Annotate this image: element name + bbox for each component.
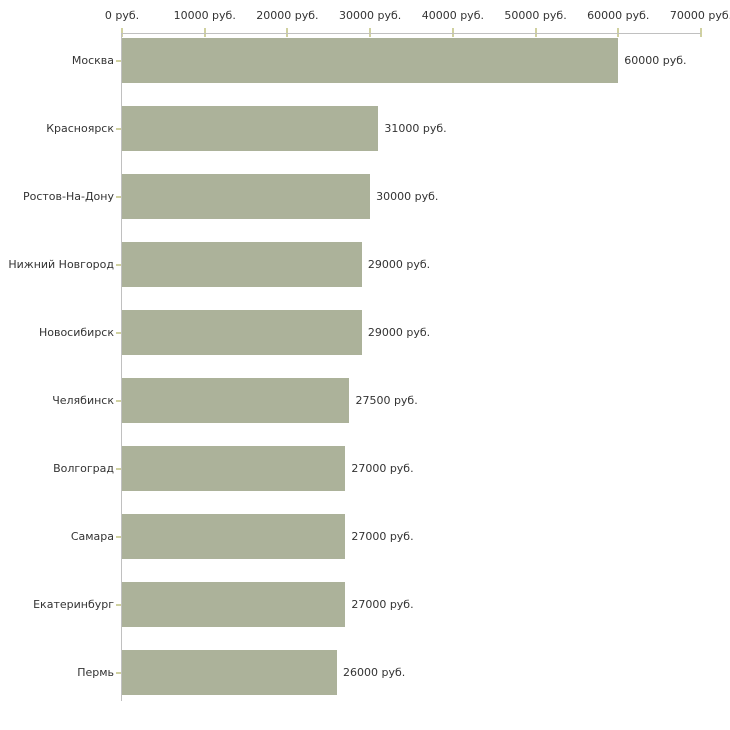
category-label: Новосибирск bbox=[38, 325, 114, 339]
bar-10 bbox=[122, 650, 338, 695]
category-label: Красноярск bbox=[46, 121, 114, 135]
x-axis-tick bbox=[534, 28, 537, 37]
x-axis-tick bbox=[451, 28, 454, 37]
y-axis-tick bbox=[116, 399, 121, 402]
category-label: Волгоград bbox=[53, 461, 114, 475]
y-axis-tick bbox=[116, 195, 121, 198]
y-axis-tick bbox=[116, 535, 121, 538]
value-label: 27000 руб. bbox=[351, 597, 414, 611]
x-axis-tick-label: 60000 руб. bbox=[587, 9, 650, 22]
bar-2 bbox=[122, 106, 379, 151]
bar-4 bbox=[122, 242, 362, 287]
x-axis-tick-label: 40000 руб. bbox=[421, 9, 484, 22]
y-axis-tick bbox=[116, 263, 121, 266]
x-axis-tick bbox=[617, 28, 620, 37]
category-label: Пермь bbox=[77, 665, 114, 679]
y-axis-tick bbox=[116, 331, 121, 334]
category-label: Ростов-На-Дону bbox=[22, 189, 114, 203]
value-label: 30000 руб. bbox=[376, 189, 439, 203]
x-axis-tick-label: 10000 руб. bbox=[173, 9, 236, 22]
value-label: 27000 руб. bbox=[351, 529, 414, 543]
bar-7 bbox=[122, 446, 346, 491]
category-label: Челябинск bbox=[52, 393, 114, 407]
value-label: 27000 руб. bbox=[351, 461, 414, 475]
bar-1 bbox=[122, 38, 619, 83]
y-axis-tick bbox=[116, 467, 121, 470]
value-label: 29000 руб. bbox=[367, 257, 431, 271]
category-label: Самара bbox=[70, 529, 114, 543]
bar-5 bbox=[122, 310, 362, 355]
plot-area bbox=[121, 33, 701, 701]
value-label: 27500 руб. bbox=[355, 393, 418, 407]
x-axis-tick-label: 0 руб. bbox=[104, 9, 140, 22]
x-axis-tick bbox=[121, 28, 123, 37]
x-axis-tick bbox=[203, 28, 206, 37]
x-axis-tick-label: 70000 руб. bbox=[669, 9, 730, 22]
bar-8 bbox=[122, 514, 346, 559]
y-axis-tick bbox=[116, 671, 121, 674]
y-axis-tick bbox=[116, 59, 121, 62]
category-label: Екатеринбург bbox=[33, 597, 114, 611]
category-label: Москва bbox=[71, 53, 114, 67]
y-axis-tick bbox=[116, 127, 121, 130]
value-label: 29000 руб. bbox=[367, 325, 431, 339]
value-label: 60000 руб. bbox=[624, 53, 687, 67]
value-label: 31000 руб. bbox=[384, 121, 447, 135]
x-axis-tick bbox=[369, 28, 372, 37]
bar-9 bbox=[122, 582, 346, 627]
x-axis-tick bbox=[700, 28, 702, 37]
bar-6 bbox=[122, 378, 350, 423]
category-label: Нижний Новгород bbox=[8, 257, 114, 271]
x-axis-tick-label: 30000 руб. bbox=[339, 9, 402, 22]
x-axis-tick bbox=[286, 28, 289, 37]
bar-3 bbox=[122, 174, 371, 219]
x-axis-tick-label: 50000 руб. bbox=[504, 9, 567, 22]
y-axis-tick bbox=[116, 603, 121, 606]
x-axis-tick-label: 20000 руб. bbox=[256, 9, 319, 22]
value-label: 26000 руб. bbox=[343, 665, 406, 679]
